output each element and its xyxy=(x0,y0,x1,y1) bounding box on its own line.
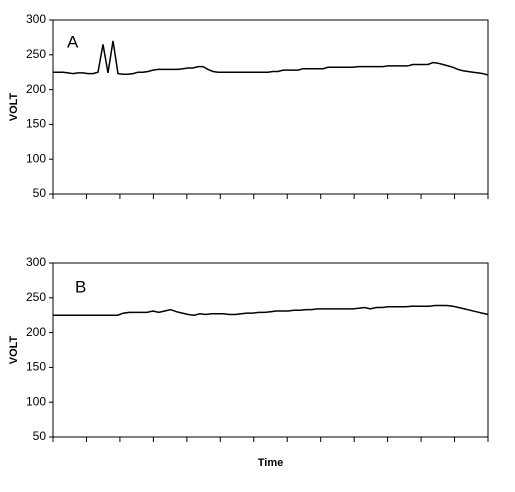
y-tick-label: 200 xyxy=(26,325,46,339)
y-axis-label: VOLT xyxy=(8,92,20,121)
y-tick-label: 250 xyxy=(26,47,46,61)
y-tick-label: 250 xyxy=(26,290,46,304)
y-axis-label: VOLT xyxy=(8,335,20,364)
x-axis-label: Time xyxy=(258,457,283,469)
y-tick-label: 200 xyxy=(26,82,46,96)
y-tick-label: 100 xyxy=(26,151,46,165)
y-tick-label: 100 xyxy=(26,394,46,408)
panel-label: A xyxy=(67,32,79,51)
y-tick-label: 300 xyxy=(26,255,46,269)
y-tick-label: 50 xyxy=(33,186,47,200)
y-tick-label: 150 xyxy=(26,360,46,374)
y-tick-label: 50 xyxy=(33,429,47,443)
line xyxy=(53,40,489,76)
plot-frame xyxy=(52,19,489,195)
y-tick-label: 150 xyxy=(26,117,46,131)
y-tick-label: 300 xyxy=(26,12,46,26)
line xyxy=(53,304,489,316)
panel-label: B xyxy=(75,277,86,296)
plot-frame xyxy=(52,262,489,438)
